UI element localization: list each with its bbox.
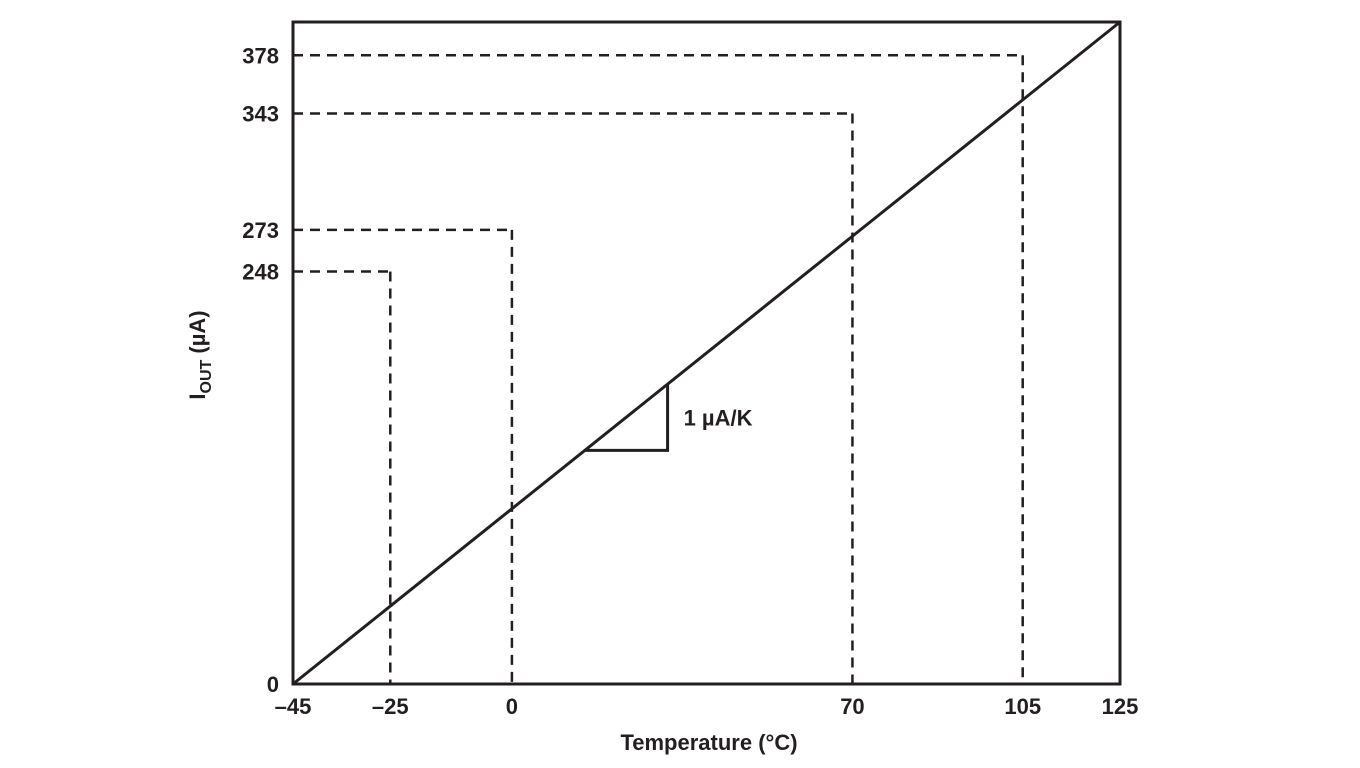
slope-label: 1 µA/K bbox=[684, 405, 753, 430]
x-axis-title: Temperature (°C) bbox=[620, 730, 797, 755]
plot-area-frame bbox=[291, 20, 1122, 686]
y-tick-label: 378 bbox=[242, 43, 279, 68]
slope-triangle bbox=[584, 384, 670, 452]
x-tick-label: 0 bbox=[506, 694, 518, 719]
x-tick-label: 125 bbox=[1102, 694, 1139, 719]
series-line bbox=[292, 20, 1121, 686]
x-tick-labels: –45 –25 0 70 105 125 bbox=[275, 694, 1139, 719]
reference-lines bbox=[293, 54, 1024, 684]
y-axis-title: IOUT (µA) bbox=[185, 310, 215, 399]
y-tick-label: 248 bbox=[242, 259, 279, 284]
x-tick-label: 70 bbox=[840, 694, 864, 719]
y-tick-label: 0 bbox=[267, 672, 279, 697]
x-tick-label: –25 bbox=[372, 694, 409, 719]
y-axis-title-main: I bbox=[185, 393, 210, 399]
y-tick-label: 343 bbox=[242, 101, 279, 126]
x-tick-label: 105 bbox=[1004, 694, 1041, 719]
y-axis-title-subscript: OUT bbox=[198, 359, 215, 393]
y-tick-label: 273 bbox=[242, 218, 279, 243]
y-axis-title-unit: (µA) bbox=[185, 310, 210, 359]
x-tick-label: –45 bbox=[275, 694, 312, 719]
series-layer bbox=[292, 20, 1121, 686]
slope-annotation: 1 µA/K bbox=[584, 384, 753, 452]
y-tick-labels: 0 248 273 343 378 bbox=[242, 43, 279, 697]
